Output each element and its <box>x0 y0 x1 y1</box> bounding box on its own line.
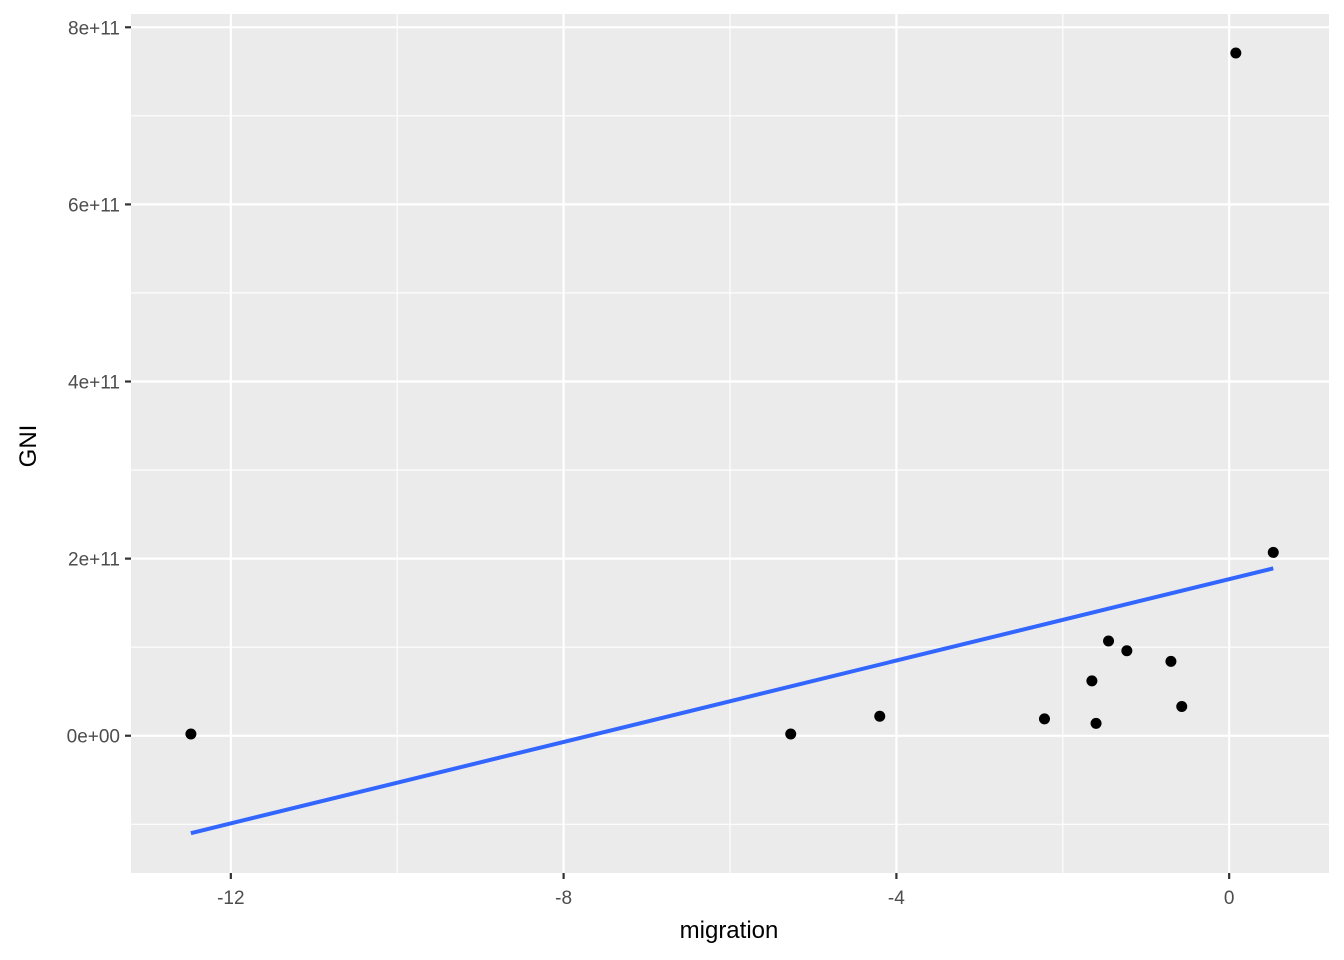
y-axis-title: GNI <box>15 425 42 468</box>
data-point <box>1103 635 1115 647</box>
x-tick-label: -8 <box>555 888 572 909</box>
data-point <box>785 728 797 740</box>
data-point <box>1086 675 1098 687</box>
major-gridlines <box>131 14 1329 873</box>
y-tick-label: 0e+00 <box>67 727 120 748</box>
x-axis-title: migration <box>680 917 779 944</box>
data-point <box>1038 713 1050 725</box>
axes: -12 -8 -4 0 0e+00 2e+11 4e+11 6e+11 8e+11 <box>67 18 1235 909</box>
data-point <box>1165 655 1177 667</box>
y-tick-label: 2e+11 <box>68 550 120 571</box>
data-point <box>1230 47 1242 59</box>
x-tick-label: 0 <box>1224 888 1235 909</box>
data-point <box>185 728 197 740</box>
data-point <box>1121 645 1133 657</box>
data-point <box>1176 701 1188 713</box>
y-tick-label: 8e+11 <box>68 18 120 39</box>
data-point <box>874 710 886 722</box>
x-tick-label: -12 <box>217 888 244 909</box>
minor-gridlines <box>131 14 1329 873</box>
data-point <box>1267 546 1279 558</box>
trend-line <box>190 566 1274 836</box>
x-tick-label: -4 <box>888 888 905 909</box>
y-tick-label: 4e+11 <box>68 373 120 394</box>
trend-line-layer <box>190 566 1274 836</box>
data-points <box>185 47 1279 740</box>
y-tick-label: 6e+11 <box>68 195 120 216</box>
data-point <box>1090 717 1102 729</box>
